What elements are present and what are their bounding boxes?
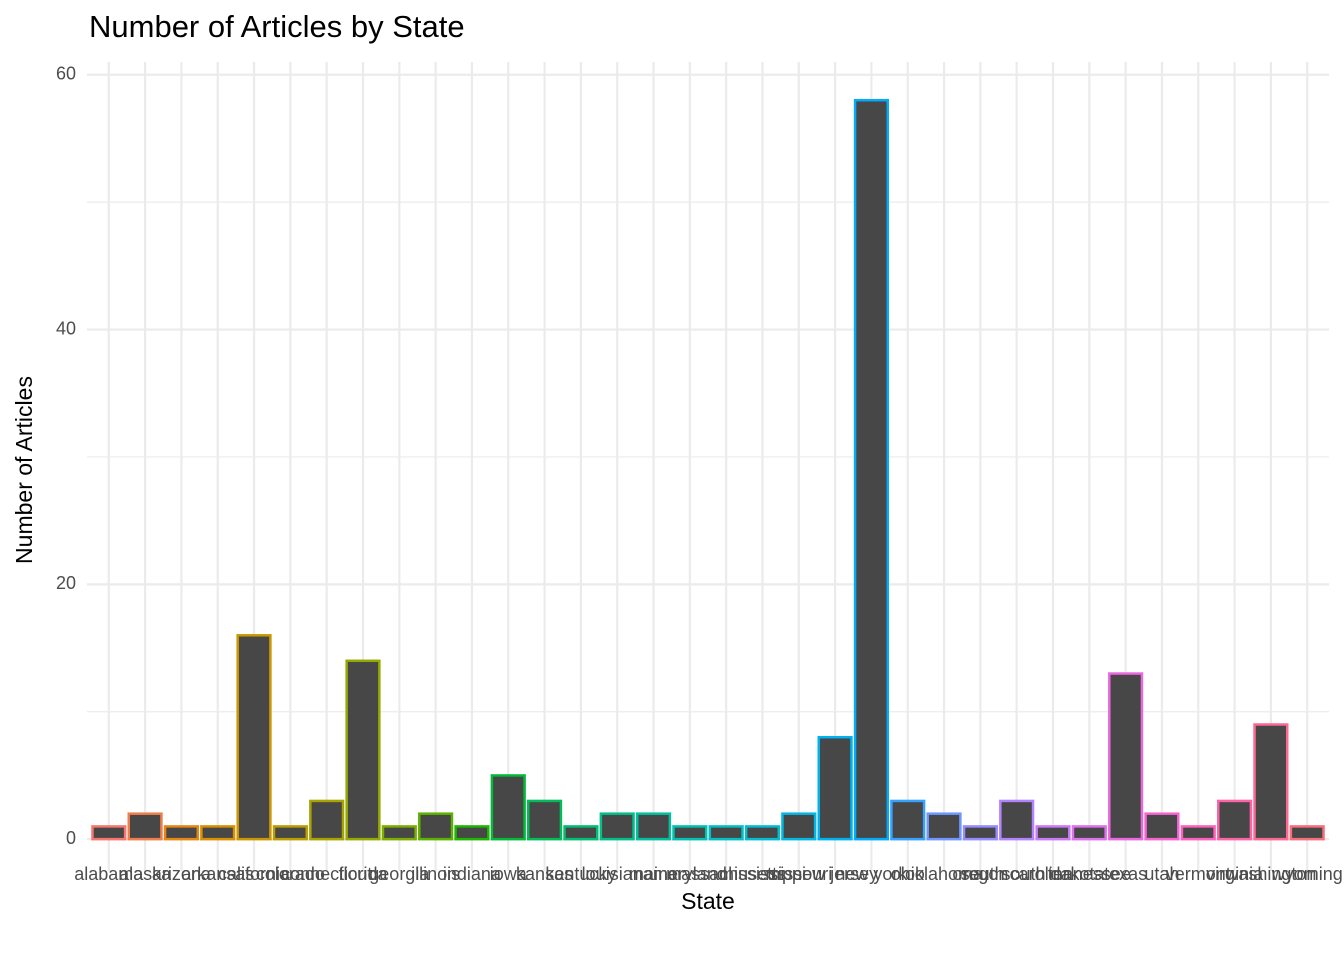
bar (127, 812, 163, 841)
x-tick-label: oklahoma (905, 864, 984, 884)
bar (563, 825, 599, 841)
x-tick-label: new jersey (792, 864, 878, 884)
x-tick-label: arizona (152, 864, 212, 884)
bar (91, 825, 127, 841)
bar (744, 825, 781, 841)
bar (1180, 825, 1216, 841)
bar (672, 825, 708, 841)
bar (1289, 825, 1325, 841)
bar (345, 659, 381, 841)
x-tick-label: utah (1144, 864, 1179, 884)
y-tick-label: 20 (56, 573, 76, 593)
x-tick-label: georgia (369, 864, 430, 884)
bar (454, 825, 490, 841)
bar (890, 799, 926, 841)
x-tick-label: florida (338, 864, 388, 884)
bar (309, 799, 345, 841)
x-tick-label: missouri (765, 864, 832, 884)
bar (817, 735, 853, 841)
x-tick-label: kentucky (545, 864, 616, 884)
y-axis-title: Number of Articles (11, 376, 37, 564)
bar (381, 825, 417, 841)
bar (236, 634, 272, 841)
bar (1071, 825, 1107, 841)
bar (962, 825, 998, 841)
x-tick-label: maine (629, 864, 678, 884)
x-tick-label: alaska (119, 864, 172, 884)
bar (163, 825, 200, 841)
bar (999, 799, 1035, 841)
x-tick-label: colorado (256, 864, 325, 884)
x-tick-label: kansas (516, 864, 573, 884)
x-tick-label: louisiana (582, 864, 654, 884)
bar (1144, 812, 1180, 841)
bar (926, 812, 962, 841)
bar (1108, 672, 1144, 841)
bar (708, 825, 744, 841)
y-tick-label: 40 (56, 318, 76, 338)
x-tick-label: texas (1104, 864, 1147, 884)
y-tick-label: 0 (66, 828, 76, 848)
y-tick-label: 60 (56, 63, 76, 83)
bar (635, 812, 672, 841)
x-tick-label: massachusetts (666, 864, 786, 884)
x-tick-label: new york (835, 864, 908, 884)
bar (490, 774, 526, 841)
x-axis-title: State (681, 888, 735, 914)
bar (781, 812, 817, 841)
bar (599, 812, 635, 841)
x-tick-label: connecticut (281, 864, 372, 884)
x-tick-label: maryland (653, 864, 727, 884)
x-tick-label: california (218, 864, 291, 884)
x-tick-label: virginia (1206, 864, 1264, 884)
x-tick-label: south carolina (961, 864, 1074, 884)
bar (526, 799, 563, 841)
chart-title: Number of Articles by State (89, 9, 465, 44)
x-tick-label: mississippi (719, 864, 806, 884)
bar (418, 812, 454, 841)
bar (200, 825, 236, 841)
bar (272, 825, 308, 841)
x-tick-label: wyoming (1271, 864, 1343, 884)
x-tick-label: indiana (443, 864, 502, 884)
x-tick-label: oregon (952, 864, 1008, 884)
x-tick-label: alabama (74, 864, 144, 884)
x-tick-label: vermont (1166, 864, 1231, 884)
bar (1216, 799, 1253, 841)
bar (853, 98, 890, 841)
x-tick-label: iowa (490, 864, 528, 884)
bar (1035, 825, 1071, 841)
x-tick-label: washington (1224, 864, 1316, 884)
x-tick-label: tennessee (1048, 864, 1131, 884)
bar (1253, 723, 1289, 841)
x-tick-label: ohio (891, 864, 925, 884)
x-tick-label: south dakota (1001, 864, 1105, 884)
x-tick-label: illinois (411, 864, 460, 884)
x-tick-label: arkansas (181, 864, 254, 884)
